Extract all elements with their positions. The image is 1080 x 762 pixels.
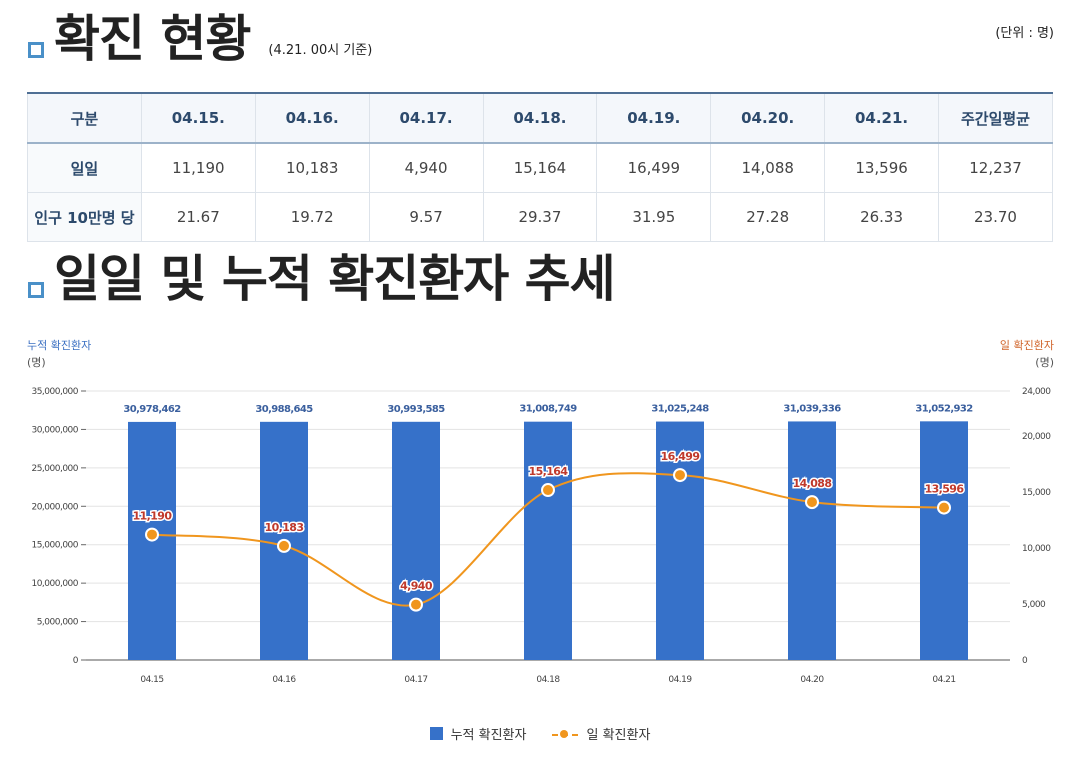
stats-table: 구분 04.15. 04.16. 04.17. 04.18. 04.19. 04… <box>27 92 1053 242</box>
table-cell: 29.37 <box>482 192 598 242</box>
table-cell: 19.72 <box>254 192 370 242</box>
x-tick-label: 04.18 <box>536 675 560 685</box>
chart-legend: 누적 확진환자 일 확진환자 <box>0 724 1080 743</box>
column-header: 04.19. <box>596 92 712 144</box>
table-cell: 4,940 <box>368 142 484 193</box>
cumulative-value-label: 30,993,585 <box>387 404 445 415</box>
table-cell: 11,190 <box>140 142 256 193</box>
x-tick-label: 04.16 <box>272 675 296 685</box>
x-tick-label: 04.21 <box>932 675 955 685</box>
table-cell: 27.28 <box>710 192 826 242</box>
left-tick-label: 10,000,000 <box>31 579 78 589</box>
right-tick-label: 20,000 <box>1022 432 1051 442</box>
trend-section-header: 일일 및 누적 확진환자 추세 <box>28 250 616 308</box>
right-tick-label: 24,000 <box>1022 387 1051 397</box>
cumulative-bar <box>920 421 968 660</box>
row-label: 일일 <box>27 142 142 193</box>
table-cell: 13,596 <box>824 142 939 193</box>
table-header-row: 구분 04.15. 04.16. 04.17. 04.18. 04.19. 04… <box>27 92 1053 144</box>
table-cell: 21.67 <box>140 192 256 242</box>
column-header: 04.16. <box>254 92 370 144</box>
status-title: 확진 현황 <box>54 10 251 68</box>
left-tick-label: 25,000,000 <box>31 464 78 474</box>
column-header: 04.20. <box>710 92 826 144</box>
table-cell: 14,088 <box>710 142 826 193</box>
left-axis-unit: (명) <box>27 356 46 369</box>
left-tick-label: 35,000,000 <box>31 387 78 397</box>
daily-data-point <box>541 483 555 498</box>
daily-data-point <box>145 527 159 542</box>
daily-value-label: 13,596 <box>925 483 965 496</box>
daily-value-label: 14,088 <box>793 477 832 490</box>
square-bullet-icon <box>28 282 44 298</box>
column-header: 04.15. <box>140 92 256 144</box>
trend-title: 일일 및 누적 확진환자 추세 <box>54 250 616 308</box>
daily-data-point <box>805 495 819 510</box>
cumulative-value-label: 30,988,645 <box>255 404 313 415</box>
daily-value-label: 4,940 <box>400 580 433 593</box>
daily-value-label: 15,164 <box>529 465 569 478</box>
cumulative-bar <box>524 421 572 660</box>
right-tick-label: 10,000 <box>1022 544 1051 554</box>
unit-label: (단위 : 명) <box>995 26 1054 41</box>
right-axis-unit: (명) <box>1035 356 1054 369</box>
cumulative-value-label: 30,978,462 <box>123 404 181 415</box>
table-cell: 31.95 <box>596 192 712 242</box>
square-bullet-icon <box>28 42 44 58</box>
right-tick-label: 0 <box>1022 656 1028 666</box>
right-tick-label: 5,000 <box>1022 600 1046 610</box>
x-tick-label: 04.15 <box>140 675 163 685</box>
table-row: 일일 11,190 10,183 4,940 15,164 16,499 14,… <box>27 142 1053 193</box>
cumulative-bar <box>788 421 836 660</box>
right-axis-title: 일 확진환자 <box>999 339 1054 352</box>
x-tick-label: 04.17 <box>404 675 427 685</box>
line-swatch-icon <box>552 728 579 740</box>
legend-item-cumulative[interactable]: 누적 확진환자 <box>429 724 527 743</box>
table-cell: 12,237 <box>938 142 1053 193</box>
column-header: 04.21. <box>824 92 939 144</box>
x-tick-label: 04.20 <box>800 675 824 685</box>
right-tick-label: 15,000 <box>1022 488 1051 498</box>
left-tick-label: 5,000,000 <box>37 618 79 628</box>
row-label: 인구 10만명 당 <box>27 192 142 242</box>
daily-data-point <box>937 500 951 515</box>
table-cell: 10,183 <box>254 142 370 193</box>
status-subtitle: (4.21. 00시 기준) <box>268 43 373 58</box>
left-tick-label: 0 <box>73 656 79 666</box>
legend-label: 일 확진환자 <box>586 728 651 743</box>
legend-label: 누적 확진환자 <box>450 728 527 743</box>
status-section-header: 확진 현황 (4.21. 00시 기준) <box>28 14 372 64</box>
cumulative-bar <box>656 421 704 660</box>
daily-data-point <box>673 468 687 483</box>
table-cell: 15,164 <box>482 142 598 193</box>
bar-swatch-icon <box>429 727 443 740</box>
cumulative-value-label: 31,052,932 <box>915 403 973 414</box>
left-axis-title: 누적 확진환자 <box>27 339 92 352</box>
daily-value-label: 11,190 <box>133 510 173 523</box>
column-header: 구분 <box>27 92 142 144</box>
trend-chart: 0 5,000,000 10,000,000 15,000,000 20,000,000… <box>31 387 1051 685</box>
column-header: 04.18. <box>482 92 598 144</box>
table-cell: 23.70 <box>938 192 1053 242</box>
table-cell: 26.33 <box>824 192 939 242</box>
daily-value-label: 16,499 <box>661 450 700 463</box>
table-cell: 9.57 <box>368 192 484 242</box>
daily-value-label: 10,183 <box>265 521 304 534</box>
table-cell: 16,499 <box>596 142 712 193</box>
daily-data-point <box>409 597 423 612</box>
column-header: 주간일평균 <box>938 92 1053 144</box>
column-header: 04.17. <box>368 92 484 144</box>
cumulative-bar <box>392 421 440 660</box>
table-row: 인구 10만명 당 21.67 19.72 9.57 29.37 31.95 2… <box>27 192 1053 242</box>
daily-data-point <box>277 538 291 553</box>
legend-item-daily[interactable]: 일 확진환자 <box>552 724 650 743</box>
cumulative-value-label: 31,039,336 <box>783 403 841 414</box>
cumulative-value-label: 31,025,248 <box>651 404 709 415</box>
left-tick-label: 30,000,000 <box>31 425 78 435</box>
x-tick-label: 04.19 <box>668 675 692 685</box>
left-tick-label: 15,000,000 <box>31 541 78 551</box>
left-tick-label: 20,000,000 <box>31 502 78 512</box>
cumulative-value-label: 31,008,749 <box>519 404 577 415</box>
